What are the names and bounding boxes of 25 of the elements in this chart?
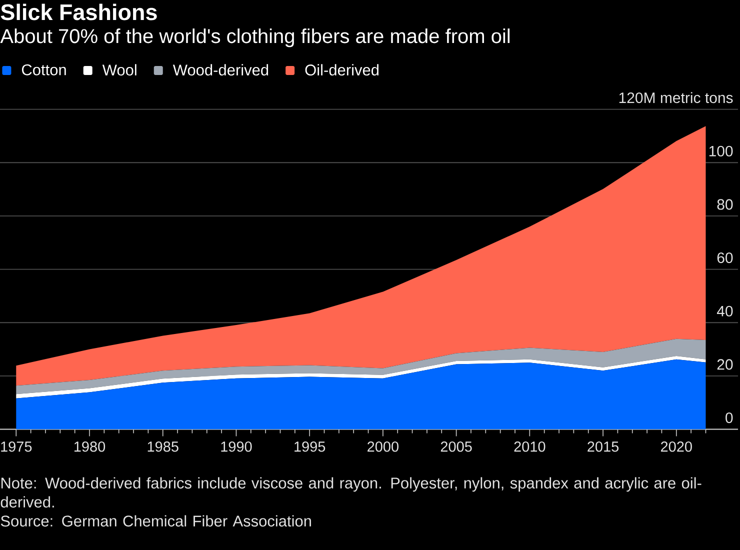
x-tick-label: 2010 <box>514 442 546 452</box>
source-note: Source: German Chemical Fiber Association <box>0 515 311 527</box>
y-tick-label: 120M metric tons <box>619 92 733 104</box>
y-tick-label: 40 <box>716 306 733 316</box>
x-tick-label: 2020 <box>660 442 692 452</box>
y-tick-label: 100 <box>709 146 733 156</box>
legend-label: Oil-derived <box>305 64 378 76</box>
text: Note: Wood-derived fabrics include viscose and rayon. Polyester, nylon, spandex and acrylic are oil-derived. <box>0 477 702 508</box>
y-tick-label: 20 <box>717 359 733 370</box>
y-tick-label: 0 <box>726 412 733 424</box>
x-tick-label: 2000 <box>368 442 398 452</box>
y-tick-label: 80 <box>717 199 733 210</box>
chart-subtitle: About 70% of the world's clothing fibers are made from oil <box>0 28 510 48</box>
legend-label: Wood-derived <box>172 64 268 76</box>
x-tick-label: 1985 <box>148 442 178 452</box>
y-tick-label: 60 <box>717 252 733 264</box>
x-tick-label: 1995 <box>294 442 326 452</box>
x-tick-label: 1975 <box>1 442 32 452</box>
chart-title: Slick Fashions <box>0 4 157 20</box>
legend-label: Cotton <box>22 64 66 76</box>
x-tick-label: 2015 <box>588 442 619 452</box>
x-tick-label: 2005 <box>440 442 472 452</box>
x-tick-label: 1990 <box>221 442 252 452</box>
x-tick-label: 1980 <box>74 442 106 452</box>
legend-label: Wool <box>102 64 136 76</box>
